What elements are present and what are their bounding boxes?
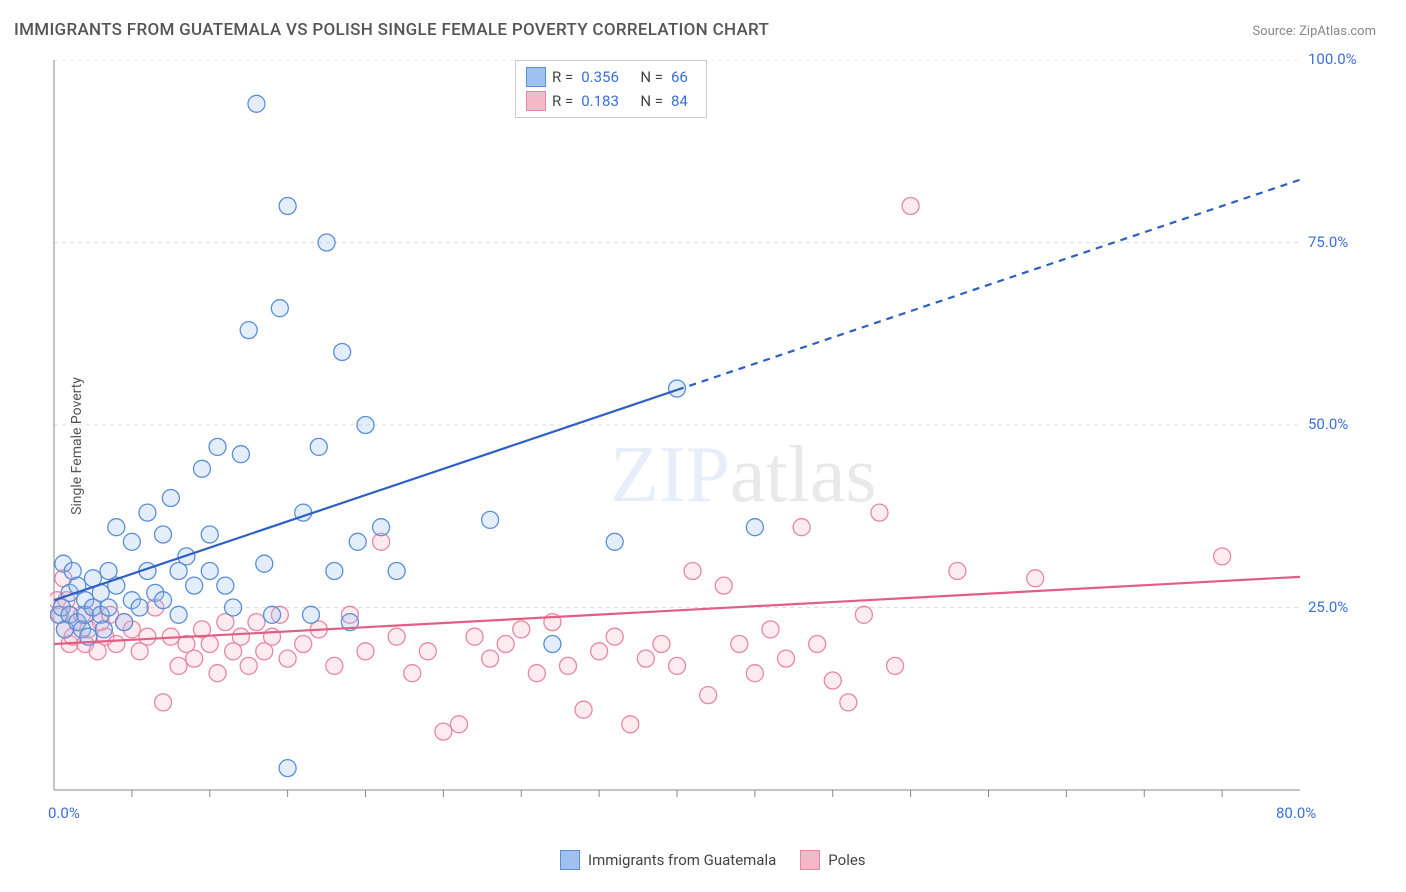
source-attribution: Source: ZipAtlas.com <box>1252 24 1376 39</box>
legend-row: R = 0.356 N = 66 <box>526 65 696 89</box>
legend-r-label: R = <box>552 68 573 86</box>
y-tick-label: 50.0% <box>1308 415 1348 433</box>
legend-swatch <box>526 91 546 111</box>
series-legend-label: Poles <box>828 851 865 869</box>
source-link[interactable]: ZipAtlas.com <box>1299 24 1376 39</box>
series-legend-item: Poles <box>800 850 865 870</box>
legend-r-label: R = <box>552 92 573 110</box>
correlation-legend: R = 0.356 N = 66 R = 0.183 N = 84 <box>515 60 707 118</box>
legend-n-value: 84 <box>671 92 688 110</box>
legend-swatch <box>526 67 546 87</box>
series-legend-label: Immigrants from Guatemala <box>588 851 776 869</box>
legend-n-label: N = <box>633 92 663 110</box>
y-tick-label: 25.0% <box>1308 598 1348 616</box>
series-legend-item: Immigrants from Guatemala <box>560 850 776 870</box>
legend-n-value: 66 <box>671 68 688 86</box>
legend-r-value: 0.183 <box>581 92 619 110</box>
legend-row: R = 0.183 N = 84 <box>526 89 696 113</box>
y-tick-label: 100.0% <box>1308 50 1357 68</box>
chart-svg <box>50 60 1360 830</box>
y-tick-label: 75.0% <box>1308 233 1348 251</box>
legend-swatch <box>560 850 580 870</box>
x-tick-label: 0.0% <box>48 804 80 822</box>
chart-title: IMMIGRANTS FROM GUATEMALA VS POLISH SING… <box>14 20 769 40</box>
legend-n-label: N = <box>633 68 663 86</box>
legend-r-value: 0.356 <box>581 68 619 86</box>
plot-area: ZIPatlas R =0.356 N =66R =0.183 N =84 Im… <box>50 60 1360 830</box>
chart-container: IMMIGRANTS FROM GUATEMALA VS POLISH SING… <box>0 0 1406 892</box>
source-prefix: Source: <box>1252 24 1299 39</box>
x-tick-label: 80.0% <box>1276 804 1316 822</box>
legend-swatch <box>800 850 820 870</box>
series-legend: Immigrants from Guatemala Poles <box>560 850 866 870</box>
